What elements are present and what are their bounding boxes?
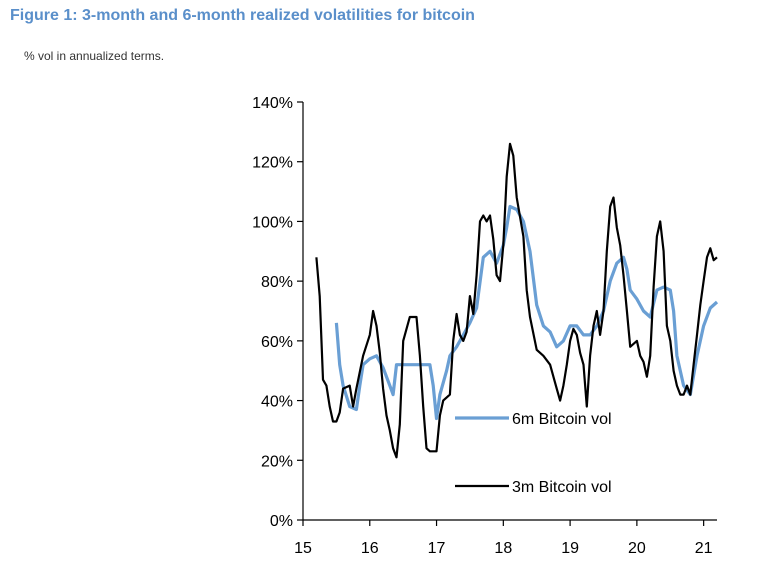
legend-label: 3m Bitcoin vol [512,479,612,496]
x-tick-label: 16 [361,540,379,557]
x-tick-label: 17 [428,540,446,557]
y-tick-label: 40% [261,394,293,411]
chart-axes: 0% 20% 40% 60% 80% 100% 120% 140% 15 16 17 18 19 20 21 [252,95,717,557]
series-line-6m [334,204,719,421]
x-tick-label: 21 [695,540,713,557]
chart-legend: 6m Bitcoin vol 3m Bitcoin vol [455,411,612,496]
x-tick-label: 18 [494,540,512,557]
y-tick-label: 20% [261,453,293,470]
y-tick-label: 0% [270,513,293,530]
y-tick-label: 60% [261,334,293,351]
figure-title: Figure 1: 3-month and 6-month realized v… [10,7,475,24]
x-tick-label: 19 [561,540,579,557]
y-tick-label: 100% [252,214,293,231]
x-tick-label: 20 [628,540,646,557]
y-tick-label: 140% [252,95,293,112]
chart-lines [315,142,719,459]
y-tick-label: 80% [261,274,293,291]
figure-subtitle: % vol in annualized terms. [24,49,165,63]
x-tick-label: 15 [294,540,312,557]
legend-label: 6m Bitcoin vol [512,411,612,428]
y-tick-label: 120% [252,155,293,172]
series-line-3m [315,142,718,459]
